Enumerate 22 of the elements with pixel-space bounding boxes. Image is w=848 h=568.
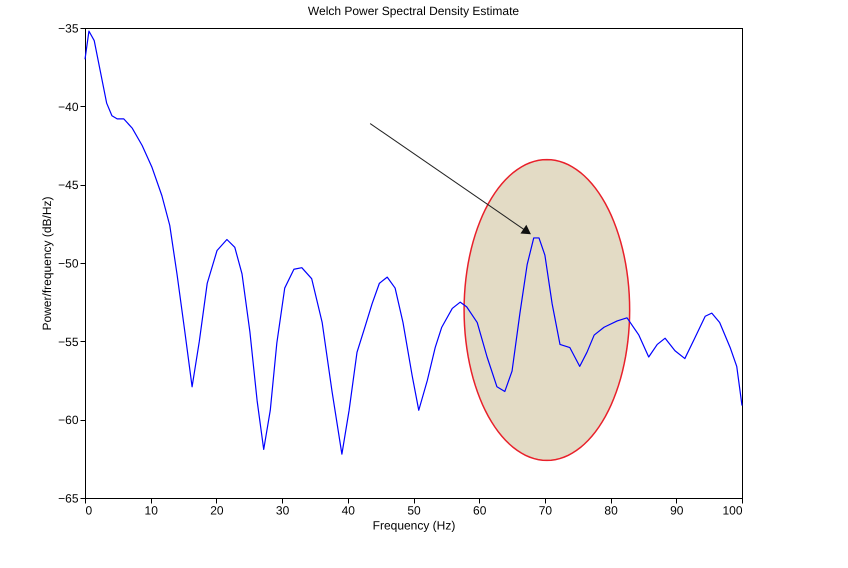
- x-tick-label: 100: [722, 504, 743, 518]
- y-axis-title: Power/frequency (dB/Hz): [40, 196, 54, 331]
- x-tick-label: 60: [473, 504, 487, 518]
- y-tick-label: −50: [58, 256, 79, 270]
- line-series: [84, 30, 743, 455]
- x-tick-label: 0: [86, 504, 92, 518]
- y-tick-label: −40: [58, 100, 79, 114]
- y-tick-label: −65: [58, 492, 79, 506]
- x-tick-label: 80: [604, 504, 618, 518]
- y-tick-label: −45: [58, 178, 79, 192]
- chart-title: Welch Power Spectral Density Estimate: [308, 4, 520, 18]
- x-axis-title: Frequency (Hz): [372, 518, 456, 532]
- x-tick-label: 40: [342, 504, 356, 518]
- x-tick-label: 20: [210, 504, 224, 518]
- y-tick-label: −55: [58, 334, 79, 349]
- x-tick-label: 50: [407, 504, 421, 518]
- y-tick-label: −60: [58, 413, 79, 428]
- y-tick-label: −35: [58, 22, 79, 36]
- x-tick-label: 30: [276, 504, 290, 518]
- x-tick-label: 10: [144, 504, 158, 518]
- x-tick-label: 90: [670, 504, 684, 518]
- x-tick-label: 70: [538, 504, 552, 518]
